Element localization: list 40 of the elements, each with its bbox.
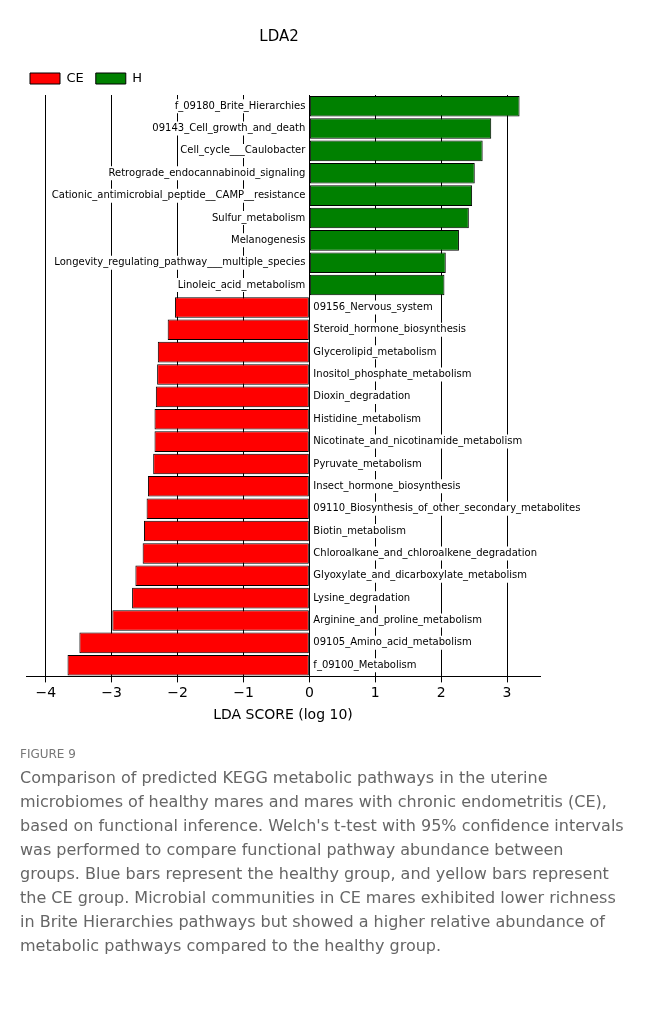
y-tick-label: 09156_Nervous_system (313, 301, 433, 314)
legend-label: H (132, 69, 143, 85)
x-tick-label: 0 (304, 684, 314, 701)
y-tick-label: Histidine_metabolism (313, 412, 422, 425)
y-tick-label: Chloroalkane_and_chloroalkene_degradation (313, 547, 537, 560)
text: Comparison of predicted KEGG metabolic pathways in the uterine microbiomes of healthy mares and mares with chronic endometritis (CE), based on functional inference. Welch's t-test with 95% confidence intervals was performed to compare functional pathway abundance between groups. Blue bars represent the healthy group, and yellow bars represent the CE group. Microbial communities in CE mares exhibited lower richness in Brite Hierarchies pathways but showed a higher relative abundance of metabolic pathways compared to the healthy group. (20, 767, 625, 957)
y-tick-label: Linoleic_acid_metabolism (177, 278, 306, 291)
x-tick-label: 3 (502, 684, 512, 701)
caption: FIGURE 9 (20, 746, 77, 763)
x-tick-label: −2 (167, 684, 188, 701)
y-tick-label: Melanogenesis (231, 233, 306, 245)
y-tick-label: Steroid_hormone_biosynthesis (313, 323, 466, 336)
y-tick-label: f_09100_Metabolism (313, 658, 417, 671)
y-tick-label: 09105_Amino_acid_metabolism (313, 636, 472, 649)
y-tick-label: Glycerolipid_metabolism (313, 345, 437, 358)
y-tick-label: 09110_Biosynthesis_of_other_secondary_metabolites (313, 502, 581, 515)
y-tick-label: Sulfur_metabolism (212, 211, 306, 224)
x-tick-label: −3 (101, 684, 122, 701)
y-tick-label: Lysine_degradation (313, 591, 411, 604)
x-tick-label: −1 (233, 684, 254, 701)
legend-label: CE (66, 69, 84, 85)
x-tick-label: 2 (436, 684, 446, 701)
y-tick-label: Longevity_regulating_pathway___multiple_species (54, 256, 306, 269)
y-tick-label: Arginine_and_proline_metabolism (313, 614, 483, 627)
y-tick-label: Inositol_phosphate_metabolism (313, 368, 472, 381)
y-tick-label: Cell_cycle___Caulobacter (180, 144, 307, 157)
y-tick-label: 09143_Cell_growth_and_death (152, 122, 306, 135)
y-tick-label: Nicotinate_and_nicotinamide_metabolism (313, 435, 523, 448)
chart-title: LDA2 (259, 26, 299, 45)
y-tick-label: Insect_hormone_biosynthesis (313, 479, 461, 492)
y-tick-label: f_09180_Brite_Hierarchies (174, 99, 306, 112)
y-tick-label: Pyruvate_metabolism (313, 457, 422, 470)
y-tick-label: Dioxin_degradation (313, 390, 411, 403)
y-tick-label: Retrograde_endocannabinoid_signaling (108, 166, 306, 179)
y-tick-label: Biotin_metabolism (313, 524, 407, 537)
x-tick-label: −4 (35, 684, 57, 701)
y-tick-label: Glyoxylate_and_dicarboxylate_metabolism (313, 569, 527, 582)
x-tick-label: 1 (370, 684, 380, 701)
y-tick-label: Cationic_antimicrobial_peptide__CAMP__resistance (51, 189, 306, 202)
x-axis-title: LDA SCORE (log 10) (213, 706, 353, 723)
